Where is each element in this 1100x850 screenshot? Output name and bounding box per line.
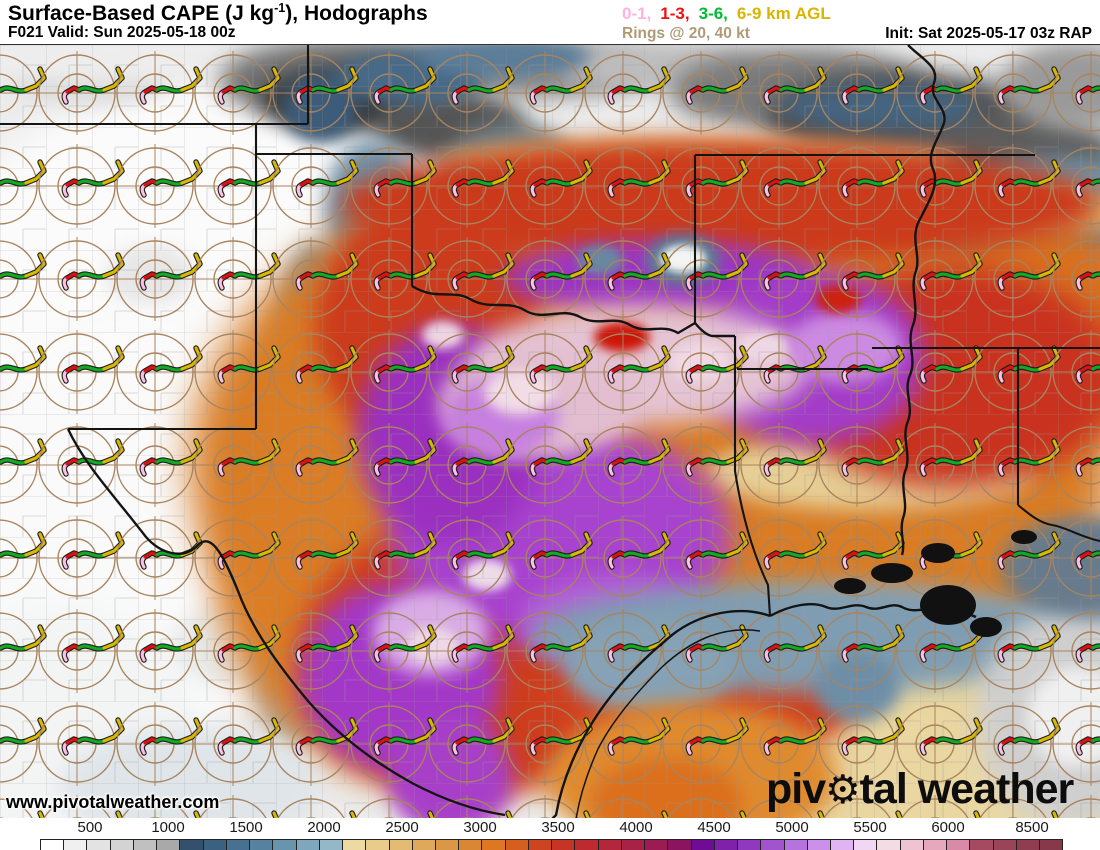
colorbar-cell (528, 840, 553, 850)
legend-item: 3-6, (698, 4, 728, 23)
colorbar-cell (273, 840, 297, 850)
legend-item: 6-9 km AGL (736, 4, 831, 23)
rio-grande-border (66, 428, 506, 817)
hodograph-rings-legend: Rings @ 20, 40 kt (622, 25, 750, 42)
colorbar-cell (854, 840, 878, 850)
colorbar-cell (1040, 840, 1063, 850)
colorbar-tick-label: 2500 (385, 819, 419, 836)
legend-item: 1-3, (660, 4, 690, 23)
header-bar: Surface-Based CAPE (J kg-1), Hodographs … (0, 0, 1100, 44)
colorbar-cell (203, 840, 227, 850)
colorbar-cell (645, 840, 669, 850)
colorbar-cell (133, 840, 158, 850)
colorbar-cell (41, 840, 65, 850)
coastline (551, 530, 1037, 818)
colorbar-cell (738, 840, 762, 850)
colorbar-cell (435, 840, 460, 850)
colorbar-cell (110, 840, 134, 850)
colorbar-tick-label: 3000 (463, 819, 497, 836)
colorbar-cell (993, 840, 1017, 850)
logo-text-2: tal weather (859, 765, 1075, 813)
colorbar-cell (180, 840, 204, 850)
red-river-border (411, 284, 735, 338)
hodograph-layer-legend: 0-1, 1-3, 3-6, 6-9 km AGL (622, 4, 840, 24)
legend-item: 0-1, (622, 4, 652, 23)
colorbar-cell (157, 840, 181, 850)
page-title: Surface-Based CAPE (J kg-1), Hodographs (8, 1, 428, 26)
colorbar-tick-label: 4500 (697, 819, 731, 836)
colorbar-cell (459, 840, 483, 850)
colorbar-tick-label: 2000 (307, 819, 341, 836)
colorbar-cell (784, 840, 808, 850)
map-canvas: www.pivotalweather.com piv⚙tal weather (0, 44, 1100, 818)
colorbar-cell (250, 840, 274, 850)
logo-text: piv (766, 765, 826, 813)
colorbar-tick-label: 6000 (931, 819, 965, 836)
colorbar-cell (900, 840, 924, 850)
colorbar-cell (575, 840, 599, 850)
colorbar-cell (877, 840, 901, 850)
colorbar-cell (64, 840, 88, 850)
colorbar-cell (505, 840, 529, 850)
colorbar-tick-label: 8500 (1015, 819, 1049, 836)
colorbar-cell (1016, 840, 1041, 850)
valid-time-label: F021 Valid: Sun 2025-05-18 00z (8, 24, 236, 41)
colorbar-cell (552, 840, 576, 850)
colorbar-cell (296, 840, 320, 850)
colorbar-cell (830, 840, 855, 850)
colorbar-cell (947, 840, 971, 850)
colorbar-tick-label: 4000 (619, 819, 653, 836)
colorbar-cell (598, 840, 622, 850)
title-superscript: -1 (274, 1, 286, 15)
colorbar-cell (87, 840, 111, 850)
pivotal-weather-logo: piv⚙tal weather (766, 765, 1075, 814)
colorbar-cell (482, 840, 506, 850)
colorbar-cell (621, 840, 646, 850)
colorbar-tick-label: 5500 (853, 819, 887, 836)
colorbar-tick-label: 500 (77, 819, 103, 836)
colorbar-cell (389, 840, 413, 850)
colorbar-cell (761, 840, 785, 850)
init-time-label: Init: Sat 2025-05-17 03z RAP (885, 25, 1092, 42)
cape-colorbar (40, 839, 1063, 850)
colorbar-tick-label: 5000 (775, 819, 809, 836)
map-overlay-svg (0, 45, 1100, 818)
colorbar-cell (366, 840, 390, 850)
colorbar-cell (668, 840, 692, 850)
colorbar-cell (319, 840, 344, 850)
colorbar-cell (343, 840, 367, 850)
title-text-2: ), Hodographs (285, 2, 428, 25)
colorbar-cell (226, 840, 251, 850)
gear-icon: ⚙ (825, 767, 860, 813)
colorbar-cell (714, 840, 739, 850)
mississippi-river (900, 45, 946, 556)
colorbar-cell (691, 840, 715, 850)
colorbar-cell (412, 840, 436, 850)
colorbar-footer: 500 1000 1500 2000 2500 3000 3500 4000 4500 5000 5… (0, 818, 1100, 850)
colorbar-cell (970, 840, 994, 850)
watermark-url: www.pivotalweather.com (6, 792, 220, 812)
colorbar-tick-label: 1500 (229, 819, 263, 836)
state-borders (0, 45, 1100, 817)
title-text: Surface-Based CAPE (J kg (8, 2, 275, 25)
colorbar-tick-label: 3500 (541, 819, 575, 836)
colorbar-cell (807, 840, 831, 850)
colorbar-cell (923, 840, 948, 850)
colorbar-tick-label: 1000 (151, 819, 185, 836)
